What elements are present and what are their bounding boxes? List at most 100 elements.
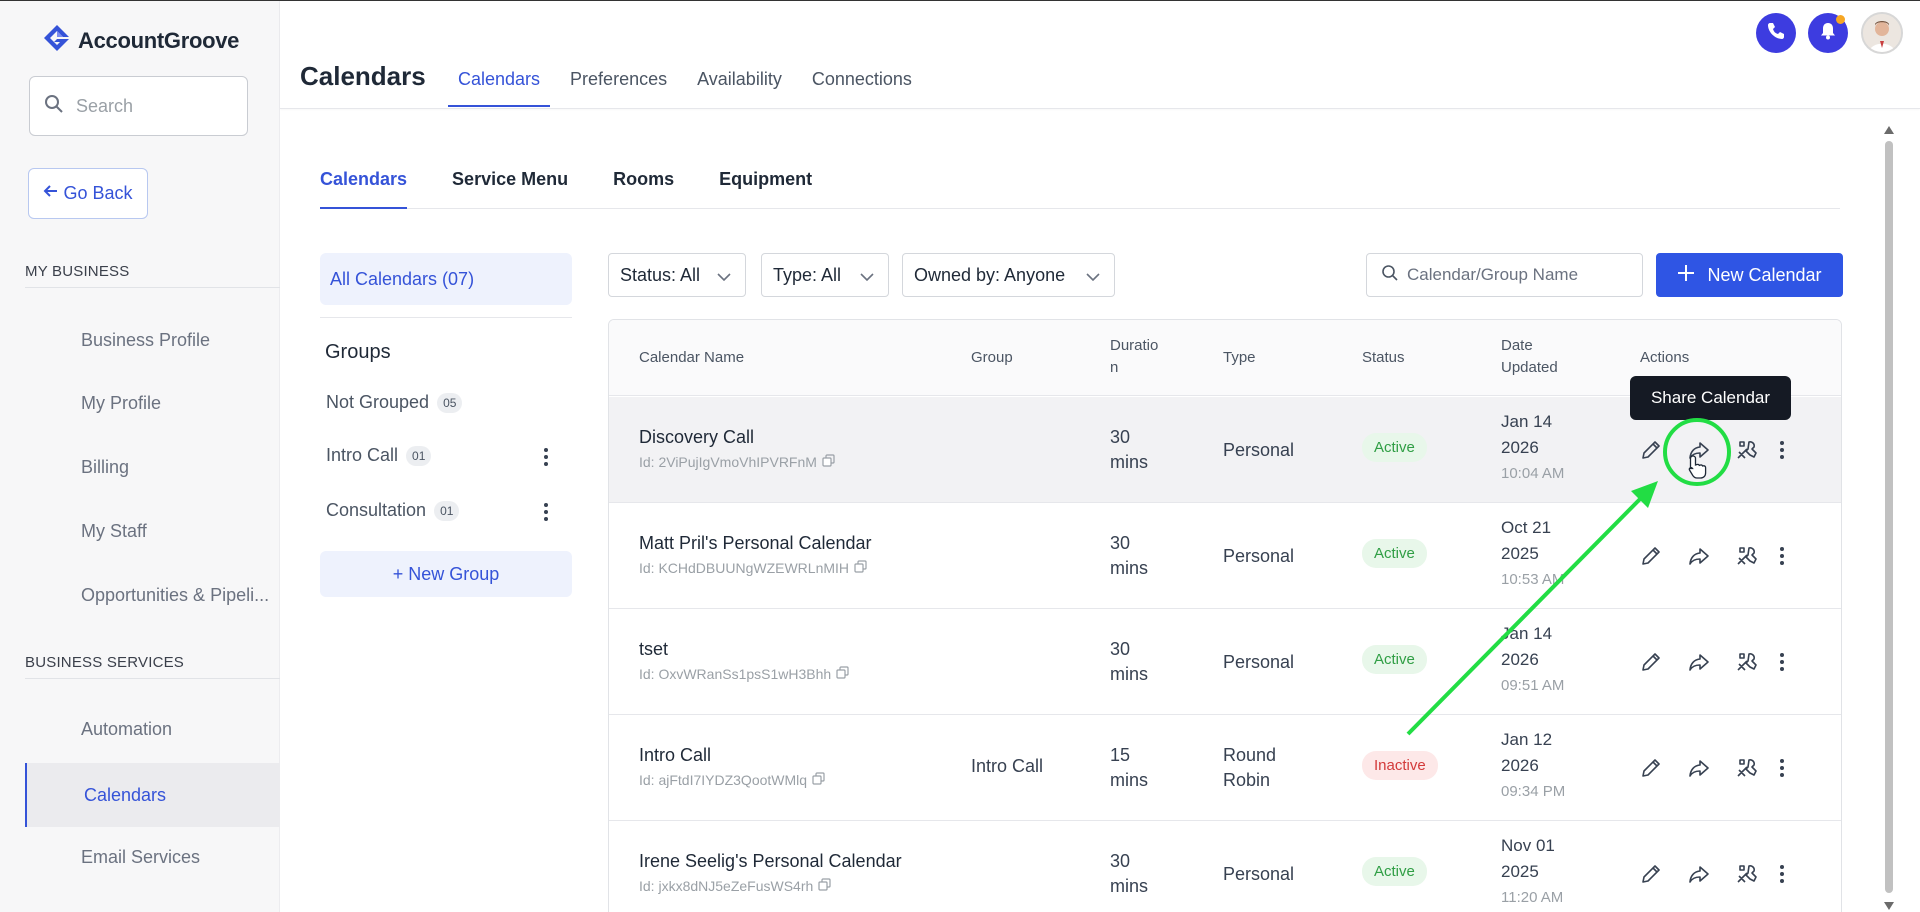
table-row[interactable]: Intro Call Id: ajFtdI7IYDZ3QootWMlq Intro … [609,715,1841,821]
new-group-button[interactable]: + New Group [320,551,572,597]
col-calendar-name[interactable]: Calendar Name [639,349,745,366]
subtab-calendars[interactable]: Calendars [320,169,408,209]
share-icon[interactable] [1685,436,1713,464]
kebab-menu-icon[interactable] [1777,860,1787,888]
subtab-service-menu[interactable]: Service Menu [452,169,569,189]
share-icon[interactable] [1685,648,1713,676]
sidebar-item-automation[interactable]: Automation [81,718,173,739]
copy-icon[interactable] [836,666,849,682]
notifications-button[interactable] [1808,13,1848,53]
phone-button[interactable] [1756,13,1796,53]
calendar-name[interactable]: Matt Pril's Personal Calendar [639,533,872,553]
avatar[interactable] [1861,12,1903,54]
edit-icon[interactable] [1637,648,1665,676]
edit-icon[interactable] [1637,436,1665,464]
col-actions: Actions [1640,349,1690,366]
sidebar-item-email-services[interactable]: Email Services [81,846,201,867]
new-calendar-button[interactable]: New Calendar [1656,253,1843,297]
phone-icon [1766,21,1786,46]
calendar-name-cell: tset Id: OxvWRanSs1psS1wH3Bhh [639,639,849,682]
type-cell: Round Robin [1223,745,1277,790]
group-item-intro-call[interactable]: Intro Call 01 [326,445,556,466]
copy-icon[interactable] [812,772,825,788]
sub-tabs: Calendars Service Menu Rooms Equipment [320,169,1840,209]
calendar-name[interactable]: Irene Seelig's Personal Calendar [639,851,902,871]
share-icon[interactable] [1685,754,1713,782]
tools-icon[interactable] [1733,754,1761,782]
tab-calendars[interactable]: Calendars [448,69,551,107]
copy-icon[interactable] [854,560,867,576]
kebab-menu-icon[interactable] [536,498,556,526]
edit-icon[interactable] [1637,542,1665,570]
brand-logo[interactable]: AccountGroove [42,23,239,58]
sidebar-search-input[interactable] [76,95,226,117]
table-row[interactable]: tset Id: OxvWRanSs1psS1wH3Bhh 30 mins Person… [609,609,1841,715]
col-group[interactable]: Group [971,349,1013,366]
calendar-name-cell: Intro Call Id: ajFtdI7IYDZ3QootWMlq [639,745,825,788]
status-filter[interactable]: Status: All [608,253,746,297]
chevron-down-icon [717,265,731,286]
calendars-table: Calendar Name Group Duratio n Type Status… [608,319,1842,912]
subtab-rooms[interactable]: Rooms [613,169,675,189]
divider [25,287,280,288]
scroll-down-icon[interactable] [1884,897,1894,912]
calendar-name[interactable]: tset [639,639,669,659]
copy-icon[interactable] [822,454,835,470]
kebab-menu-icon[interactable] [1777,648,1787,676]
kebab-menu-icon[interactable] [1777,542,1787,570]
scroll-thumb[interactable] [1885,141,1893,893]
all-calendars-filter[interactable]: All Calendars (07) [320,253,572,305]
group-count-badge: 05 [437,392,463,413]
tab-availability[interactable]: Availability [697,69,782,89]
col-date-updated[interactable]: Date Updated [1501,337,1558,376]
tools-icon[interactable] [1733,860,1761,888]
tools-icon[interactable] [1733,542,1761,570]
sidebar-item-calendars[interactable]: Calendars [25,763,280,827]
sidebar-search[interactable] [29,76,248,136]
kebab-menu-icon[interactable] [536,443,556,471]
table-row[interactable]: Irene Seelig's Personal Calendar Id: jxkx… [609,821,1841,912]
calendar-name[interactable]: Intro Call [639,745,712,765]
sidebar-item-opportunities[interactable]: Opportunities & Pipeli... [81,584,270,605]
type-cell: Personal [1223,652,1295,672]
table-row[interactable]: Matt Pril's Personal Calendar Id: KCHdDBU… [609,503,1841,609]
notification-dot [1836,15,1845,24]
calendar-name-cell: Matt Pril's Personal Calendar Id: KCHdDBU… [639,533,872,576]
col-type[interactable]: Type [1223,349,1256,366]
subtab-equipment[interactable]: Equipment [719,169,813,189]
tools-icon[interactable] [1733,648,1761,676]
calendar-search[interactable] [1366,253,1643,297]
sidebar-item-business-profile[interactable]: Business Profile [81,329,211,350]
scroll-up-icon[interactable] [1884,121,1894,139]
sidebar-item-my-staff[interactable]: My Staff [81,520,147,541]
tab-connections[interactable]: Connections [811,69,912,89]
copy-icon[interactable] [818,878,831,894]
calendar-name[interactable]: Discovery Call [639,427,755,447]
type-filter[interactable]: Type: All [761,253,889,297]
col-status[interactable]: Status [1362,349,1405,366]
edit-icon[interactable] [1637,754,1665,782]
top-header: Calendars Calendars Preferences Availabi… [280,1,1920,109]
type-filter-value: Type: All [773,264,842,285]
go-back-button[interactable]: Go Back [28,168,148,219]
kebab-menu-icon[interactable] [1777,754,1787,782]
share-icon[interactable] [1685,542,1713,570]
type-cell: Personal [1223,864,1295,884]
edit-icon[interactable] [1637,860,1665,888]
chevron-down-icon [1086,265,1100,286]
tab-preferences[interactable]: Preferences [570,69,668,89]
tools-icon[interactable] [1733,436,1761,464]
status-badge: Active [1362,645,1427,674]
kebab-menu-icon[interactable] [1777,436,1787,464]
col-duration[interactable]: Duratio n [1110,337,1159,376]
page-scrollbar[interactable] [1882,119,1896,912]
calendar-search-input[interactable] [1407,265,1637,285]
group-item-consultation[interactable]: Consultation 01 [326,500,556,521]
page-title: Calendars [300,61,426,91]
group-item-not-grouped[interactable]: Not Grouped 05 [326,392,556,413]
sidebar-item-billing[interactable]: Billing [81,456,130,477]
sidebar-item-my-profile[interactable]: My Profile [81,392,162,413]
share-icon[interactable] [1685,860,1713,888]
owned-by-filter[interactable]: Owned by: Anyone [902,253,1115,297]
